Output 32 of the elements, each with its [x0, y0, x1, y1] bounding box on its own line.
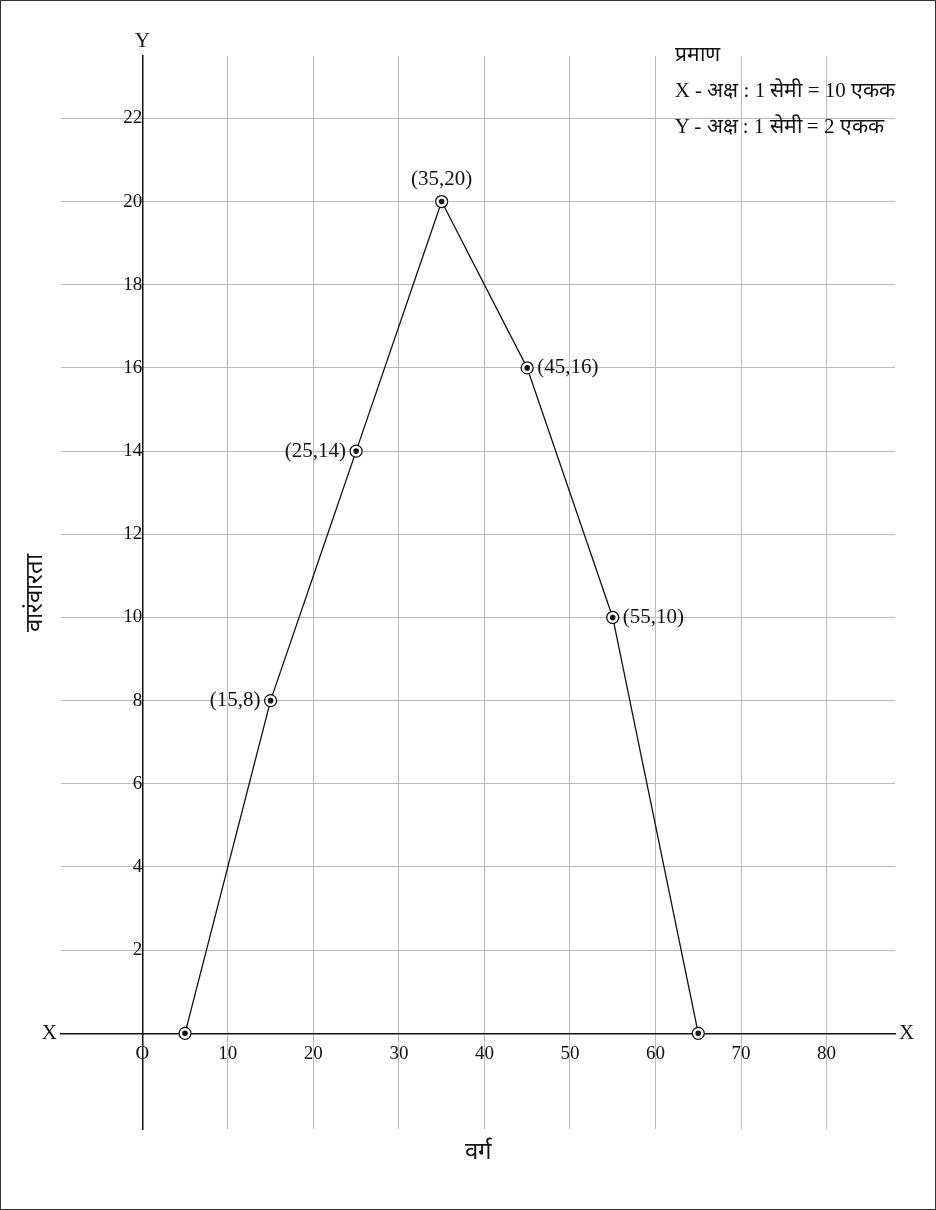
annotation: (45,16) — [537, 354, 599, 379]
x-tick-label: 30 — [389, 1041, 409, 1063]
y-tick-label: 14 — [123, 439, 143, 461]
x-tick-label: 20 — [303, 1041, 323, 1063]
y-tick-label: 18 — [123, 272, 143, 294]
text: X — [899, 1019, 915, 1044]
y-tick-label: 2 — [132, 938, 143, 960]
y-tick-label: 4 — [132, 854, 143, 876]
x-tick-label: 80 — [817, 1041, 837, 1063]
y-tick-label: 20 — [123, 189, 143, 211]
annotation: (35,20) — [411, 166, 473, 191]
annotation: प्रमाण — [674, 41, 722, 68]
text: X — [41, 1019, 57, 1044]
y-axis-title: वारंवारता — [21, 552, 48, 632]
y-tick-label: 10 — [123, 605, 143, 627]
annotation: Y - अक्ष : 1 सेमी = 2 एकक — [674, 113, 886, 140]
text: Y — [134, 28, 150, 53]
x-tick-label: 40 — [474, 1041, 494, 1063]
y-tick-label: 8 — [132, 688, 143, 710]
annotation: X - अक्ष : 1 सेमी = 10 एकक — [674, 77, 895, 104]
x-tick-label: 70 — [731, 1041, 751, 1063]
y-tick-label: 16 — [123, 355, 143, 377]
x-tick-label: 10 — [218, 1041, 238, 1063]
x-tick-label: 50 — [560, 1041, 580, 1063]
annotation: (15,8) — [209, 687, 261, 712]
y-tick-label: 12 — [123, 522, 143, 544]
x-tick-label: 60 — [645, 1041, 665, 1063]
x-axis-title: वर्ग — [464, 1137, 493, 1165]
y-tick-label: 6 — [132, 771, 143, 793]
y-tick-label: 22 — [123, 106, 143, 128]
annotation: (25,14) — [284, 437, 347, 462]
annotation: (55,10) — [622, 603, 684, 628]
